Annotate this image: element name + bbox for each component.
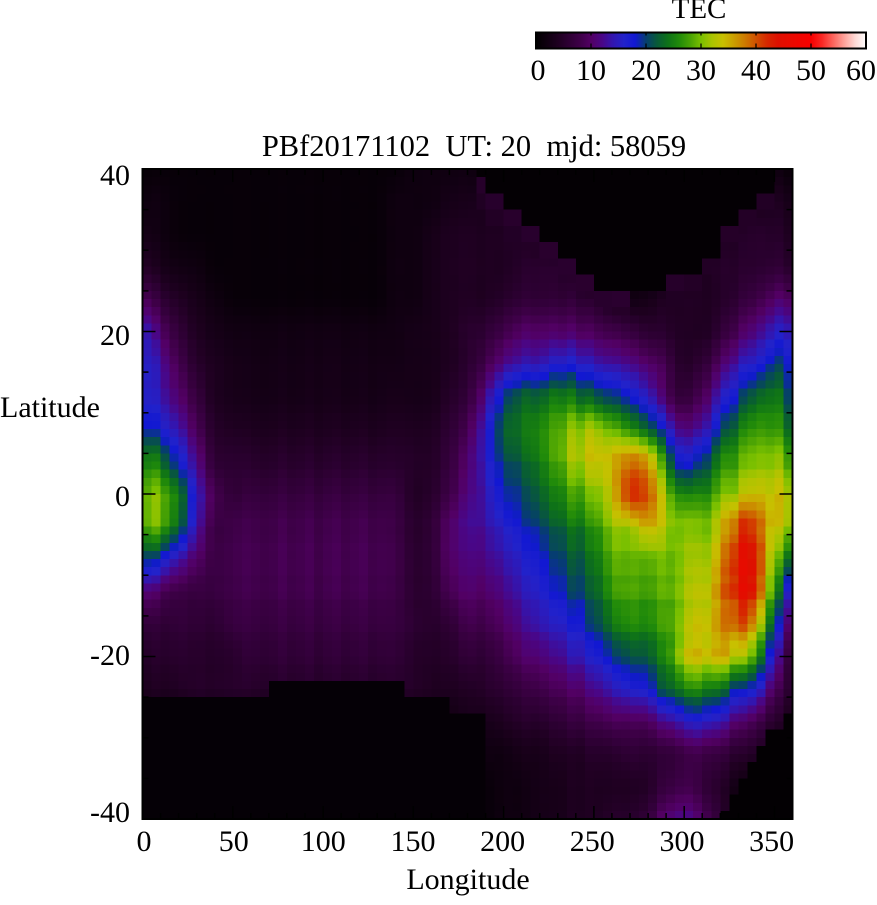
svg-text:100: 100	[301, 825, 346, 858]
svg-text:50: 50	[219, 825, 249, 858]
svg-text:10: 10	[576, 54, 606, 87]
svg-text:Longitude: Longitude	[406, 863, 529, 896]
svg-text:0: 0	[531, 54, 546, 87]
svg-text:0: 0	[137, 825, 152, 858]
svg-text:30: 30	[686, 54, 716, 87]
svg-text:-20: -20	[90, 639, 130, 672]
svg-text:0: 0	[115, 480, 130, 513]
svg-text:20: 20	[631, 54, 661, 87]
svg-text:40: 40	[100, 159, 130, 192]
svg-text:50: 50	[796, 54, 826, 87]
svg-text:TEC: TEC	[672, 0, 727, 25]
svg-text:300: 300	[660, 825, 705, 858]
svg-text:150: 150	[391, 825, 436, 858]
svg-text:60: 60	[846, 54, 876, 87]
svg-text:250: 250	[570, 825, 615, 858]
svg-text:40: 40	[741, 54, 771, 87]
svg-text:200: 200	[480, 825, 525, 858]
svg-text:PBf20171102 UT: 20 mjd: 5805: PBf20171102 UT: 20 mjd: 58059	[262, 129, 686, 163]
svg-text:-40: -40	[90, 796, 130, 829]
svg-text:20: 20	[100, 319, 130, 352]
svg-text:Latitude: Latitude	[0, 391, 100, 424]
svg-text:350: 350	[749, 825, 794, 858]
